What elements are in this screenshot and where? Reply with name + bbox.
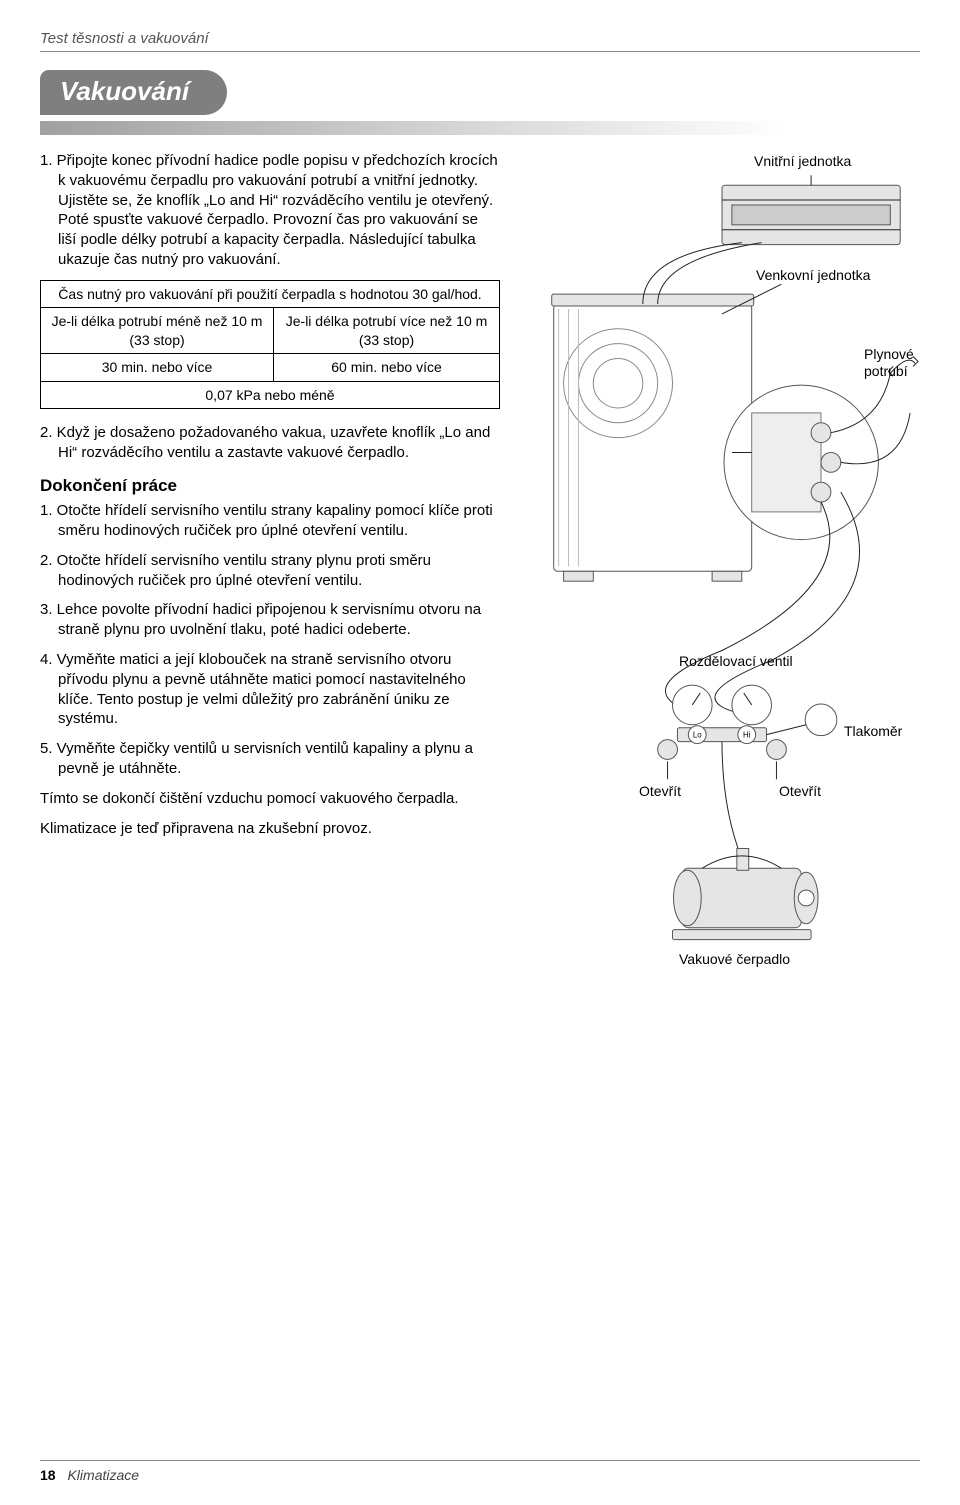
finish-step-2: 2. Otočte hřídelí servisního ventilu str… [40, 551, 500, 591]
finish-step-5: 5. Vyměňte čepičky ventilů u servisních … [40, 739, 500, 779]
finish-step-3: 3. Lehce povolte přívodní hadici připoje… [40, 600, 500, 640]
intro-step-1: 1. Připojte konec přívodní hadice podle … [40, 151, 500, 270]
page-number: 18 [40, 1467, 56, 1483]
left-column: 1. Připojte konec přívodní hadice podle … [40, 151, 500, 1051]
tab-row: Vakuování [40, 70, 920, 115]
lo-label: Lo [693, 731, 702, 740]
vacuum-diagram: Lo Hi [524, 151, 920, 1051]
finish-step-4: 4. Vyměňte matici a její klobouček na st… [40, 650, 500, 729]
label-open-left: Otevřít [639, 783, 681, 800]
finish-heading: Dokončení práce [40, 475, 500, 497]
label-outdoor-unit: Venkovní jednotka [756, 267, 870, 284]
hi-label: Hi [743, 731, 751, 740]
label-gas-pipe: Plynové potrubí [864, 346, 924, 380]
label-indoor-unit: Vnitřní jednotka [754, 153, 851, 170]
footer-title: Klimatizace [67, 1467, 139, 1483]
diagram-svg: Lo Hi [524, 151, 920, 1051]
finish-step-1: 1. Otočte hřídelí servisního ventilu str… [40, 501, 500, 541]
right-column: Lo Hi [524, 151, 920, 1051]
vacuum-pump-shape [673, 849, 819, 940]
label-manifold-valve: Rozdělovací ventil [679, 653, 793, 670]
label-open-right: Otevřít [779, 783, 821, 800]
page-header: Test těsnosti a vakuování [40, 30, 920, 52]
gradient-bar [40, 121, 920, 135]
label-vacuum-pump: Vakuové čerpadlo [679, 951, 790, 968]
vacuum-time-table: Čas nutný pro vakuování při použití čerp… [40, 280, 500, 409]
table-caption: Čas nutný pro vakuování při použití čerp… [41, 280, 500, 307]
step-2: 2. Když je dosaženo požadovaného vakua, … [40, 423, 500, 463]
section-tab: Vakuování [40, 70, 227, 115]
table-row2: 0,07 kPa nebo méně [41, 381, 500, 408]
manifold-gauge [658, 685, 837, 759]
table-col1-head: Je-li délka potrubí méně než 10 m (33 st… [41, 308, 274, 354]
page-footer: 18 Klimatizace [40, 1460, 920, 1483]
table-row1-c2: 60 min. nebo více [274, 354, 500, 381]
closing-2: Klimatizace je teď připravena na zkušebn… [40, 819, 500, 839]
label-gauge: Tlakoměr [844, 723, 902, 740]
table-col2-head: Je-li délka potrubí více než 10 m (33 st… [274, 308, 500, 354]
closing-1: Tímto se dokončí čištění vzduchu pomocí … [40, 789, 500, 809]
table-row1-c1: 30 min. nebo více [41, 354, 274, 381]
